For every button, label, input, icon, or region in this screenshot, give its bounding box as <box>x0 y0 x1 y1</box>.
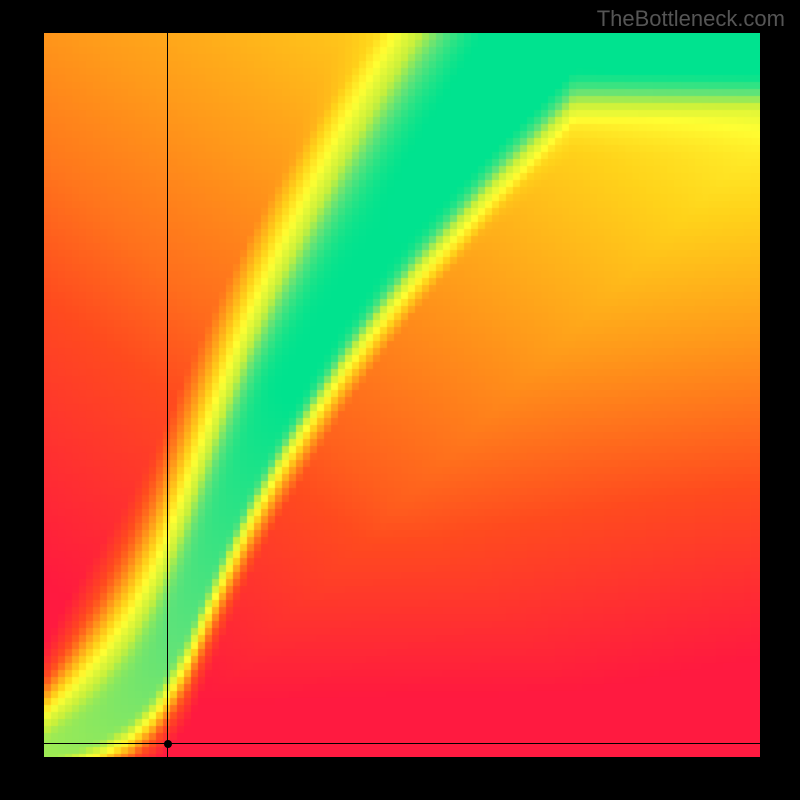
crosshair-horizontal <box>44 743 760 744</box>
crosshair-vertical <box>167 33 168 757</box>
watermark-text: TheBottleneck.com <box>597 6 785 32</box>
crosshair-marker <box>164 740 172 748</box>
heatmap-canvas <box>44 33 760 757</box>
heatmap-plot <box>44 33 760 757</box>
